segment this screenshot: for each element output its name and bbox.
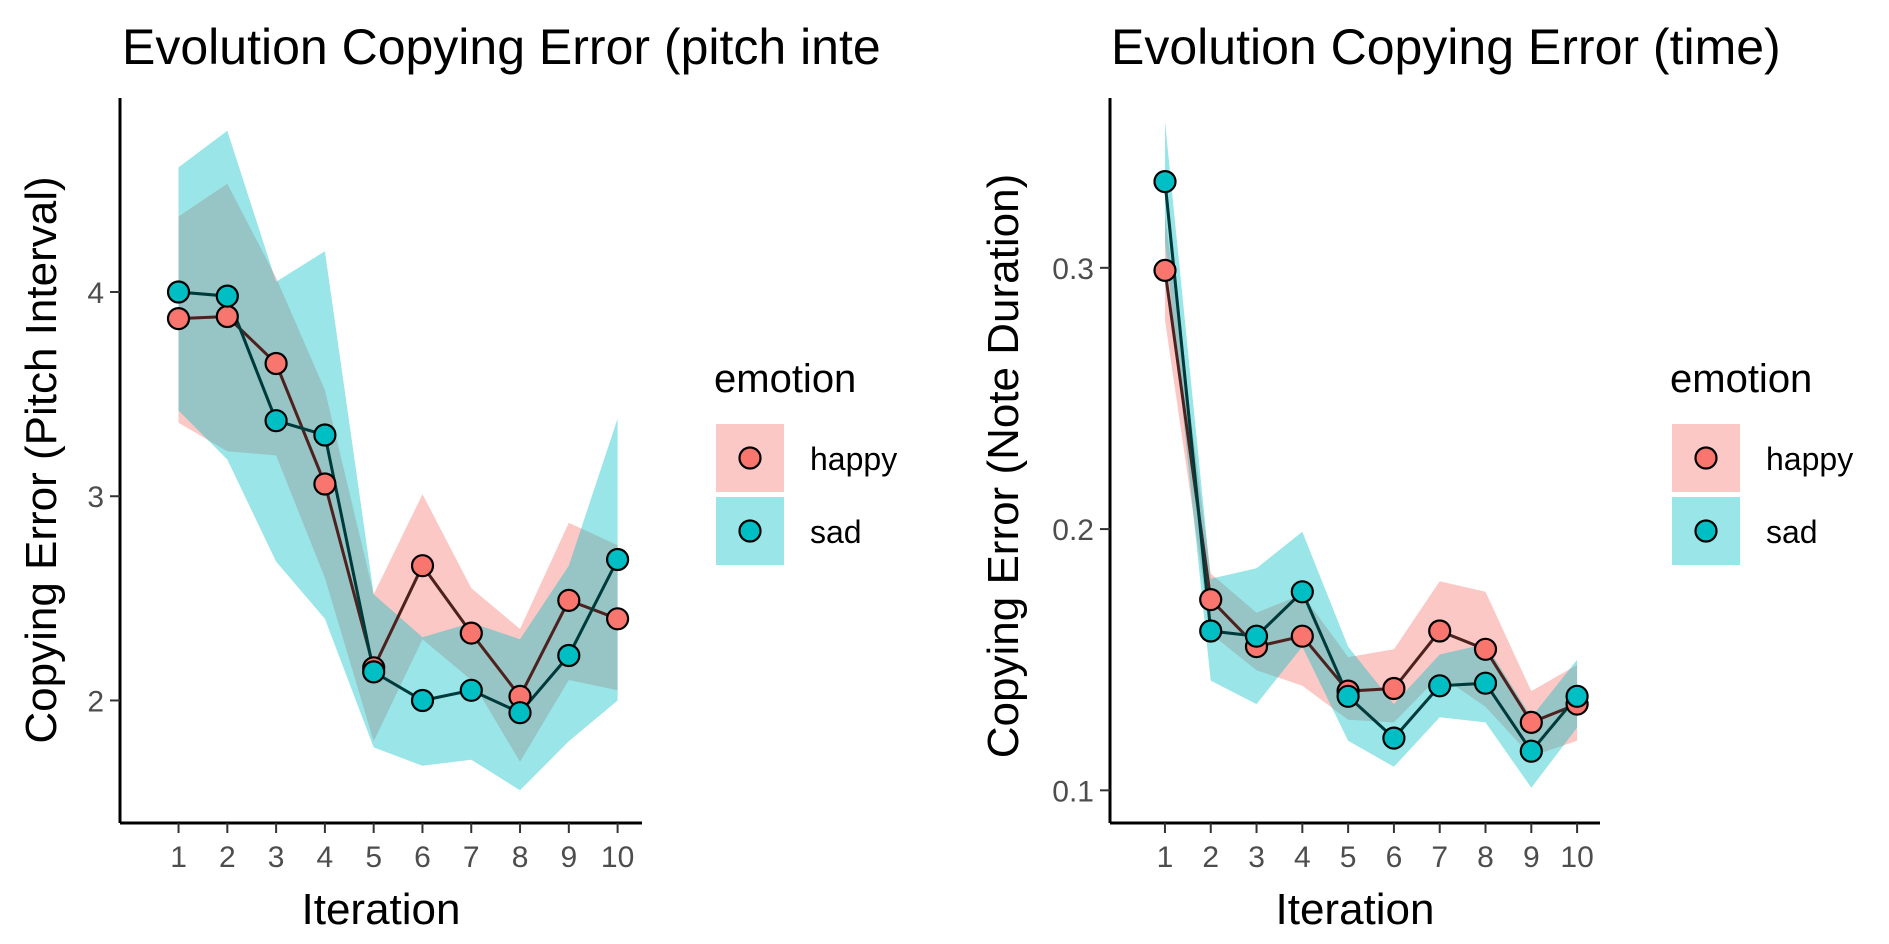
x-axis-title: Iteration: [1276, 885, 1435, 934]
point-sad: [1428, 674, 1452, 698]
x-tick-label: 7: [463, 841, 480, 874]
line-shade-happy: [178, 314, 619, 700]
x-tick-label: 2: [219, 841, 236, 874]
point-sad: [313, 423, 337, 447]
x-tick-label: 3: [268, 841, 285, 874]
legend: emotion happy sad: [1670, 357, 1853, 565]
y-tick-label: 0.2: [1052, 514, 1094, 547]
ribbon-sad: [178, 130, 618, 791]
point-sad: [166, 280, 191, 304]
point-sad: [1244, 624, 1269, 648]
point-happy: [264, 351, 288, 376]
y-axis-title: Copying Error (Note Duration): [979, 174, 1028, 758]
point-sad: [1473, 671, 1498, 695]
legend-marker-happy: [1694, 446, 1718, 470]
legend-label-sad: sad: [810, 514, 862, 550]
point-sad: [264, 409, 288, 433]
legend: emotion happy sad: [714, 357, 897, 565]
chart-title: Evolution Copying Error (time): [1111, 19, 1781, 75]
point-happy: [1199, 587, 1223, 612]
legend-label-happy: happy: [1766, 441, 1853, 477]
x-tick-label: 6: [1386, 841, 1403, 874]
legend-label-sad: sad: [1766, 514, 1818, 550]
point-happy: [1382, 676, 1406, 701]
point-sad: [605, 547, 630, 572]
point-sad: [557, 643, 581, 668]
legend-marker-sad: [738, 519, 762, 543]
line-shade-sad: [1163, 181, 1579, 754]
x-tick-label: 5: [365, 841, 382, 874]
y-tick-label: 0.1: [1052, 775, 1094, 808]
point-happy: [166, 307, 191, 331]
x-tick-label: 1: [170, 841, 187, 874]
point-happy: [1473, 637, 1498, 661]
point-happy: [410, 554, 435, 578]
legend-title: emotion: [714, 357, 856, 401]
point-sad: [1153, 170, 1177, 194]
y-axis: 0.1 0.2 0.3: [1052, 253, 1110, 808]
y-tick-label: 0.3: [1052, 253, 1094, 286]
x-axis-title: Iteration: [302, 885, 461, 934]
point-sad: [1290, 580, 1314, 604]
x-axis: 1 2 3 4 5 6 7 8 9 10: [1157, 823, 1594, 874]
point-sad: [459, 678, 483, 702]
y-tick-label: 4: [87, 277, 104, 310]
point-happy: [1519, 710, 1543, 735]
x-axis: 1 2 3 4 5 6 7 8 9 10: [170, 823, 634, 874]
ribbon-happy: [1165, 215, 1578, 757]
x-tick-label: 10: [1560, 841, 1593, 874]
line-shade-happy: [1163, 270, 1578, 725]
y-axis-title: Copying Error (Pitch Interval): [17, 176, 66, 743]
point-happy: [459, 621, 483, 645]
point-happy: [557, 588, 581, 613]
point-sad: [1336, 684, 1360, 708]
point-sad: [508, 701, 532, 725]
x-tick-label: 8: [1477, 841, 1494, 874]
y-axis: 2 3 4: [87, 277, 120, 718]
point-sad: [362, 660, 386, 684]
x-tick-label: 9: [560, 841, 577, 874]
ribbon-happy: [178, 183, 618, 762]
x-tick-label: 4: [317, 841, 334, 874]
ribbon-sad: [1165, 121, 1578, 788]
x-tick-label: 5: [1340, 841, 1357, 874]
x-tick-label: 3: [1248, 841, 1265, 874]
x-tick-label: 4: [1294, 841, 1311, 874]
x-tick-label: 2: [1202, 841, 1219, 874]
point-happy: [215, 304, 239, 329]
y-tick-label: 3: [87, 481, 104, 514]
legend-marker-sad: [1694, 519, 1718, 543]
x-tick-label: 6: [414, 841, 431, 874]
x-tick-label: 9: [1523, 841, 1540, 874]
point-happy: [1290, 624, 1314, 648]
point-sad: [1199, 619, 1223, 643]
y-tick-label: 2: [87, 685, 104, 718]
x-tick-label: 8: [512, 841, 529, 874]
point-happy: [313, 472, 337, 496]
plot-area: [166, 130, 630, 791]
x-tick-label: 1: [1157, 841, 1174, 874]
legend-marker-happy: [738, 446, 762, 470]
point-happy: [1428, 619, 1452, 643]
legend-title: emotion: [1670, 357, 1812, 401]
legend-label-happy: happy: [810, 441, 897, 477]
plot-area: [1153, 121, 1589, 788]
point-sad: [1519, 739, 1543, 763]
point-sad: [410, 688, 435, 713]
point-happy: [605, 607, 630, 631]
point-sad: [1382, 726, 1406, 750]
point-sad: [1565, 684, 1589, 708]
chart-title: Evolution Copying Error (pitch inte: [122, 19, 881, 75]
point-happy: [1153, 258, 1177, 282]
point-sad: [215, 284, 239, 308]
x-tick-label: 10: [601, 841, 634, 874]
line-shade-sad: [178, 290, 619, 715]
x-tick-label: 7: [1431, 841, 1448, 874]
